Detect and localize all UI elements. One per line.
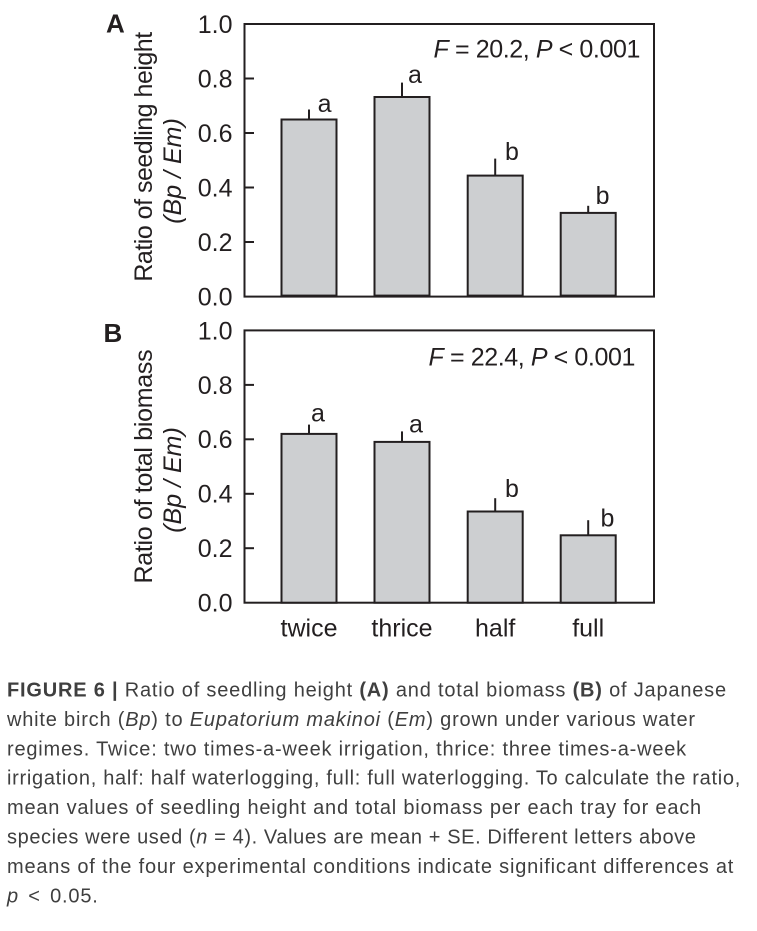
svg-text:(Bp / Em): (Bp / Em) (159, 118, 187, 224)
svg-text:0.6: 0.6 (198, 120, 233, 148)
svg-text:b: b (505, 138, 519, 166)
svg-text:b: b (596, 182, 610, 210)
svg-text:0.8: 0.8 (198, 65, 233, 93)
svg-text:0.4: 0.4 (198, 481, 233, 509)
svg-text:a: a (409, 411, 423, 439)
svg-text:white birch (Bp) to Eupatorium: white birch (Bp) to Eupatorium makinoi (… (6, 709, 696, 731)
svg-text:thrice: thrice (371, 615, 432, 643)
svg-text:B: B (104, 318, 123, 348)
svg-text:a: a (318, 90, 332, 118)
svg-text:1.0: 1.0 (198, 11, 233, 39)
svg-text:F = 20.2, P < 0.001: F = 20.2, P < 0.001 (434, 35, 640, 63)
svg-text:0.4: 0.4 (198, 174, 233, 202)
svg-text:0.8: 0.8 (198, 372, 233, 400)
svg-text:full: full (572, 615, 604, 643)
svg-text:means of the four experimental: means of the four experimental condition… (7, 856, 734, 878)
svg-text:b: b (505, 475, 519, 503)
svg-text:A: A (106, 8, 125, 38)
svg-text:a: a (408, 61, 422, 89)
svg-text:0.6: 0.6 (198, 426, 233, 454)
svg-text:twice: twice (281, 615, 338, 643)
svg-text:mean values of seedling height: mean values of seedling height and total… (7, 797, 702, 819)
svg-text:a: a (311, 399, 325, 427)
svg-text:0.0: 0.0 (198, 284, 233, 312)
svg-text:1.0: 1.0 (198, 317, 233, 345)
svg-text:0.2: 0.2 (198, 229, 233, 257)
svg-text:p < 0.05.: p < 0.05. (6, 885, 99, 907)
svg-text:regimes. Twice: two times-a-we: regimes. Twice: two times-a-week irrigat… (7, 738, 687, 760)
svg-text:species were used (n = 4). Val: species were used (n = 4). Values are me… (7, 827, 697, 849)
svg-text:0.2: 0.2 (198, 535, 233, 563)
svg-text:Ratio of total biomass: Ratio of total biomass (130, 350, 158, 584)
svg-text:irrigation, half: half waterlo: irrigation, half: half waterlogging, ful… (7, 768, 741, 790)
svg-text:b: b (601, 505, 615, 533)
svg-text:(Bp / Em): (Bp / Em) (159, 427, 187, 533)
svg-text:half: half (475, 615, 515, 643)
svg-text:0.0: 0.0 (198, 590, 233, 618)
svg-text:Ratio of seedling height: Ratio of seedling height (130, 32, 158, 282)
svg-text:F = 22.4, P < 0.001: F = 22.4, P < 0.001 (429, 343, 635, 371)
svg-text:FIGURE 6 | Ratio of seedling h: FIGURE 6 | Ratio of seedling height (A) … (7, 680, 727, 702)
